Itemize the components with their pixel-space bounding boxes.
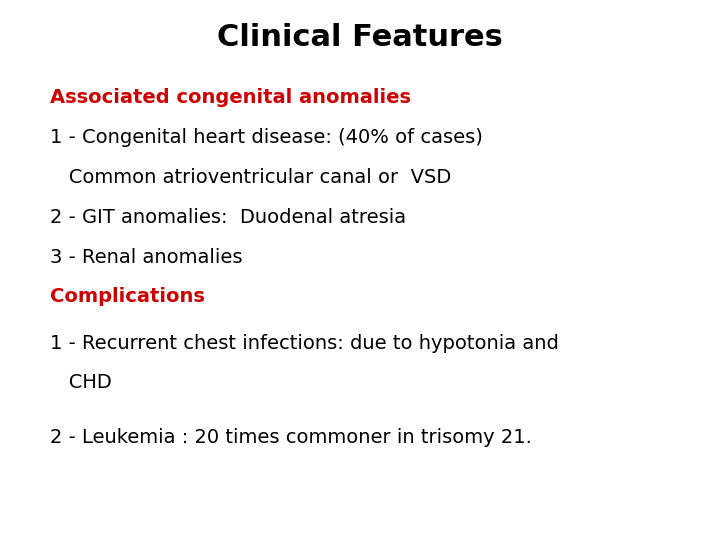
Text: Clinical Features: Clinical Features — [217, 23, 503, 52]
Text: 2 - GIT anomalies:  Duodenal atresia: 2 - GIT anomalies: Duodenal atresia — [50, 207, 407, 227]
Text: 1 - Congenital heart disease: (40% of cases): 1 - Congenital heart disease: (40% of ca… — [50, 128, 483, 147]
Text: 3 - Renal anomalies: 3 - Renal anomalies — [50, 247, 243, 267]
Text: Complications: Complications — [50, 287, 205, 307]
Text: CHD: CHD — [50, 373, 112, 392]
Text: 2 - Leukemia : 20 times commoner in trisomy 21.: 2 - Leukemia : 20 times commoner in tris… — [50, 428, 532, 447]
Text: Associated congenital anomalies: Associated congenital anomalies — [50, 87, 411, 107]
Text: Common atrioventricular canal or  VSD: Common atrioventricular canal or VSD — [50, 167, 451, 187]
Text: 1 - Recurrent chest infections: due to hypotonia and: 1 - Recurrent chest infections: due to h… — [50, 334, 559, 353]
